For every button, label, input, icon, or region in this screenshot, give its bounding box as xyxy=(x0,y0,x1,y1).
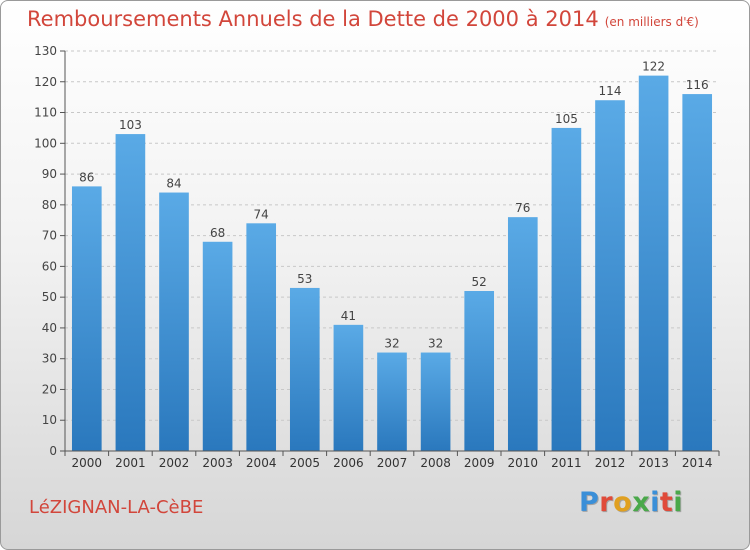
y-tick-label: 130 xyxy=(34,44,57,58)
bar-2010 xyxy=(507,217,538,451)
y-tick-label: 60 xyxy=(42,259,57,273)
x-tick-label-2009: 2009 xyxy=(464,456,495,470)
logo-letter: o xyxy=(613,487,633,518)
y-tick-label: 50 xyxy=(42,290,57,304)
value-label-2004: 74 xyxy=(254,207,269,221)
y-tick-label: 100 xyxy=(34,136,57,150)
value-label-2000: 86 xyxy=(79,170,94,184)
bars xyxy=(71,75,713,452)
x-tick-label-2000: 2000 xyxy=(72,456,103,470)
value-label-2008: 32 xyxy=(428,337,443,351)
x-tick-label-2004: 2004 xyxy=(246,456,277,470)
value-label-2014: 116 xyxy=(686,78,709,92)
y-tick-label: 80 xyxy=(42,198,57,212)
bar-2011 xyxy=(551,127,582,451)
bar-2006 xyxy=(333,324,364,451)
value-label-2006: 41 xyxy=(341,309,356,323)
x-tick-label-2001: 2001 xyxy=(115,456,146,470)
bar-2001 xyxy=(115,134,146,452)
y-tick-label: 110 xyxy=(34,106,57,120)
bar-2014 xyxy=(682,94,713,452)
proxiti-logo: Proxiti xyxy=(579,487,683,518)
bar-2005 xyxy=(289,287,320,451)
chart-title-text: Remboursements Annuels de la Dette de 20… xyxy=(27,7,599,31)
x-tick-label-2008: 2008 xyxy=(420,456,451,470)
y-tick-label: 90 xyxy=(42,167,57,181)
x-tick-label-2005: 2005 xyxy=(290,456,321,470)
x-tick-label-2003: 2003 xyxy=(202,456,233,470)
labels: 0 10 20 30 40 50 60 70 80 90 100 110 120 130 86 2000 103… xyxy=(34,44,712,470)
bar-2000 xyxy=(71,186,102,451)
value-label-2012: 114 xyxy=(599,84,622,98)
bar-2007 xyxy=(377,352,407,451)
chart-title: Remboursements Annuels de la Dette de 20… xyxy=(27,7,699,31)
chart-unit: (en milliers d'€) xyxy=(604,15,699,29)
bar-2008 xyxy=(420,352,451,451)
logo-letter: i xyxy=(650,487,660,518)
value-label-2001: 103 xyxy=(119,118,142,132)
x-tick-label-2012: 2012 xyxy=(595,456,626,470)
y-tick-label: 30 xyxy=(42,352,57,366)
y-tick-label: 10 xyxy=(42,413,57,427)
logo-letter: P xyxy=(579,487,600,518)
logo-letter: i xyxy=(673,487,684,518)
value-label-2002: 84 xyxy=(166,177,181,191)
y-tick-label: 70 xyxy=(42,229,57,243)
x-tick-label-2014: 2014 xyxy=(682,456,713,470)
bar-2004 xyxy=(246,223,277,451)
value-label-2009: 52 xyxy=(472,275,487,289)
bar-2012 xyxy=(595,100,625,451)
x-tick-label-2013: 2013 xyxy=(638,456,669,470)
bar-2013 xyxy=(638,75,669,451)
bar-2002 xyxy=(159,192,189,452)
y-tick-label: 20 xyxy=(42,382,57,396)
y-tick-label: 0 xyxy=(49,444,57,458)
logo-letter: r xyxy=(599,487,614,518)
value-label-2003: 68 xyxy=(210,226,225,240)
x-tick-label-2010: 2010 xyxy=(508,456,539,470)
x-tick-label-2006: 2006 xyxy=(333,456,364,470)
value-label-2010: 76 xyxy=(515,201,530,215)
x-tick-label-2007: 2007 xyxy=(377,456,408,470)
logo-letter: t xyxy=(659,487,674,518)
town-name: LéZIGNAN-LA-CèBE xyxy=(29,497,204,518)
bar-2003 xyxy=(202,241,233,451)
y-tick-label: 40 xyxy=(42,321,57,335)
value-label-2005: 53 xyxy=(297,272,312,286)
bar-2009 xyxy=(464,291,495,451)
x-tick-label-2002: 2002 xyxy=(159,456,190,470)
logo-letter: x xyxy=(632,487,651,518)
x-tick-label-2011: 2011 xyxy=(551,456,582,470)
value-label-2013: 122 xyxy=(642,60,665,74)
value-label-2007: 32 xyxy=(384,337,399,351)
axes xyxy=(60,50,720,456)
y-tick-label: 120 xyxy=(34,75,57,89)
value-label-2011: 105 xyxy=(555,112,578,126)
